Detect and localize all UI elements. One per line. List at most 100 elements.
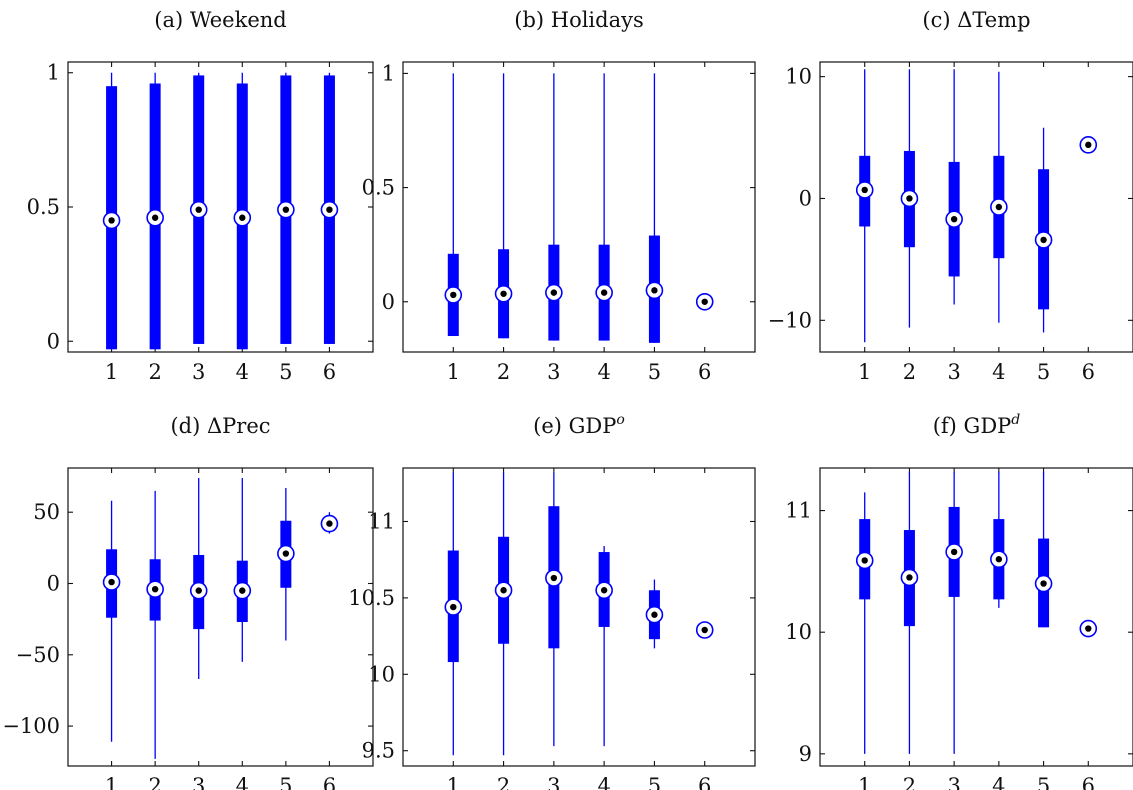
y-tick-label: 1 bbox=[382, 61, 395, 85]
median-dot bbox=[701, 626, 708, 634]
y-tick-label: 50 bbox=[33, 500, 60, 524]
median-dot bbox=[326, 206, 333, 213]
x-tick-label: 1 bbox=[105, 774, 118, 790]
x-tick-label: 1 bbox=[105, 360, 118, 384]
y-tick-label: 0 bbox=[799, 186, 812, 210]
box-4 bbox=[595, 73, 613, 341]
box-6 bbox=[695, 292, 714, 311]
median-dot bbox=[282, 206, 290, 213]
median-dot bbox=[600, 289, 608, 296]
y-tick-label: 10 bbox=[368, 662, 395, 686]
y-tick-label: 10 bbox=[785, 620, 812, 644]
median-dot bbox=[282, 550, 290, 557]
median-dot bbox=[1085, 625, 1092, 632]
box-2 bbox=[494, 73, 513, 339]
x-tick-label: 4 bbox=[992, 774, 1005, 790]
x-tick-label: 6 bbox=[1082, 360, 1095, 384]
median-dot bbox=[326, 520, 333, 527]
box-3 bbox=[545, 73, 563, 341]
median-dot bbox=[450, 603, 457, 611]
x-tick-label: 2 bbox=[148, 360, 161, 384]
chart-title: (b) Holidays bbox=[514, 8, 644, 32]
box-5 bbox=[645, 579, 664, 649]
box-6 bbox=[1079, 136, 1098, 154]
chart-panel-4: (d) ΔPrec −100 −50 0 50 1 2 3 4 5 6 bbox=[2, 414, 374, 790]
x-tick-label: 4 bbox=[236, 774, 249, 790]
plot-frame bbox=[819, 467, 1133, 767]
x-tick-label: 3 bbox=[192, 360, 205, 384]
box-1 bbox=[444, 472, 463, 756]
box-4 bbox=[990, 71, 1008, 323]
box-6 bbox=[320, 512, 339, 534]
median-dot bbox=[950, 548, 958, 556]
box-1 bbox=[855, 492, 874, 754]
median-dot bbox=[450, 291, 457, 299]
x-tick-label: 4 bbox=[597, 774, 610, 790]
median-dot bbox=[906, 195, 913, 202]
y-tick-label: −50 bbox=[16, 643, 60, 667]
y-tick-label: 11 bbox=[368, 509, 395, 533]
box-6 bbox=[320, 72, 339, 344]
median-dot bbox=[500, 587, 507, 594]
x-tick-label: 1 bbox=[447, 774, 460, 790]
box-4 bbox=[233, 72, 252, 350]
box-1 bbox=[444, 73, 463, 337]
x-tick-label: 1 bbox=[447, 360, 460, 384]
x-tick-label: 5 bbox=[1037, 774, 1050, 790]
median-dot bbox=[239, 587, 246, 594]
x-tick-label: 5 bbox=[1037, 360, 1050, 384]
y-tick-label: 11 bbox=[785, 499, 812, 523]
x-tick-label: 3 bbox=[947, 774, 960, 790]
box-3 bbox=[945, 471, 963, 754]
median-dot bbox=[1040, 236, 1047, 244]
median-dot bbox=[195, 206, 202, 213]
y-tick-label: 0 bbox=[47, 571, 60, 595]
box-6 bbox=[695, 621, 714, 639]
box-3 bbox=[545, 472, 563, 747]
chart-panel-3: (c) ΔTemp −10 0 10 1 2 3 4 5 6 bbox=[768, 8, 1133, 384]
chart-title: (d) ΔPrec bbox=[170, 414, 270, 438]
box-2 bbox=[494, 472, 513, 756]
plot-frame bbox=[819, 61, 1133, 353]
median-dot bbox=[108, 217, 115, 224]
box-2 bbox=[900, 471, 919, 754]
box-5 bbox=[277, 72, 295, 344]
box-2 bbox=[146, 490, 164, 759]
title-superscript: o bbox=[616, 412, 624, 428]
median-dot bbox=[651, 611, 658, 618]
median-dot bbox=[195, 587, 202, 594]
median-dot bbox=[701, 298, 708, 305]
box-3 bbox=[945, 69, 963, 305]
chart-panel-2: (b) Holidays 0 0.5 1 1 2 3 4 5 6 bbox=[362, 8, 756, 384]
box-1 bbox=[102, 500, 121, 742]
x-tick-label: 5 bbox=[279, 774, 292, 790]
box-6 bbox=[1079, 619, 1098, 638]
median-dot bbox=[950, 215, 958, 223]
plot-frame bbox=[67, 467, 374, 767]
median-dot bbox=[995, 556, 1003, 563]
box-5 bbox=[645, 73, 664, 343]
median-dot bbox=[151, 585, 159, 593]
median-dot bbox=[995, 203, 1003, 211]
x-tick-label: 6 bbox=[323, 360, 336, 384]
median-dot bbox=[550, 574, 558, 582]
x-tick-label: 3 bbox=[547, 360, 560, 384]
x-tick-label: 4 bbox=[992, 360, 1005, 384]
x-tick-label: 4 bbox=[236, 360, 249, 384]
x-tick-label: 2 bbox=[148, 774, 161, 790]
y-tick-label: 10 bbox=[785, 65, 812, 89]
x-tick-label: 5 bbox=[648, 774, 661, 790]
box-5 bbox=[1034, 127, 1053, 333]
plot-frame bbox=[402, 467, 756, 767]
x-tick-label: 5 bbox=[648, 360, 661, 384]
median-dot bbox=[1040, 580, 1047, 587]
y-tick-label: 9.5 bbox=[362, 739, 395, 763]
y-tick-label: 0.5 bbox=[362, 176, 395, 200]
x-tick-label: 1 bbox=[858, 360, 871, 384]
chart-title: (f) GDPd bbox=[933, 412, 1021, 438]
median-dot bbox=[651, 287, 658, 294]
y-tick-label: 0 bbox=[382, 290, 395, 314]
median-dot bbox=[151, 214, 159, 221]
